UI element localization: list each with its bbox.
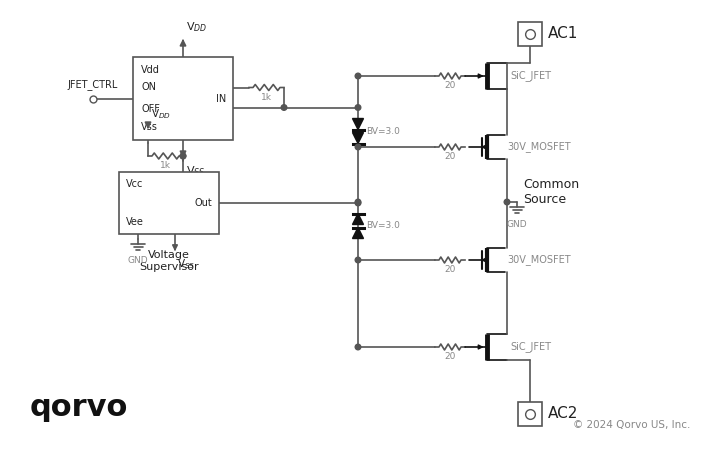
Text: GND: GND bbox=[507, 220, 527, 229]
Polygon shape bbox=[353, 132, 364, 144]
Polygon shape bbox=[353, 213, 364, 225]
Circle shape bbox=[355, 200, 361, 206]
Text: 1k: 1k bbox=[261, 93, 272, 102]
Text: © 2024 Qorvo US, Inc.: © 2024 Qorvo US, Inc. bbox=[572, 420, 690, 430]
Text: OFF: OFF bbox=[141, 104, 160, 114]
Text: V$_{DD}$: V$_{DD}$ bbox=[151, 107, 171, 121]
Circle shape bbox=[355, 199, 361, 205]
Bar bbox=[518, 22, 542, 46]
Text: JFET_CTRL: JFET_CTRL bbox=[68, 79, 118, 90]
Text: Voltage
Supervisor: Voltage Supervisor bbox=[139, 250, 199, 272]
Text: Vee: Vee bbox=[126, 217, 144, 227]
Circle shape bbox=[355, 257, 361, 263]
Text: 1k: 1k bbox=[160, 161, 171, 170]
Circle shape bbox=[355, 105, 361, 110]
Bar bbox=[133, 57, 233, 140]
Circle shape bbox=[504, 199, 510, 205]
Text: 30V_MOSFET: 30V_MOSFET bbox=[507, 142, 571, 153]
Circle shape bbox=[355, 144, 361, 150]
Text: BV=3.0: BV=3.0 bbox=[366, 126, 400, 135]
Text: Vcc: Vcc bbox=[126, 179, 143, 189]
Text: GND: GND bbox=[127, 256, 148, 265]
Text: Vss: Vss bbox=[141, 122, 158, 132]
Text: IN: IN bbox=[216, 94, 226, 104]
Circle shape bbox=[355, 73, 361, 79]
Text: SiC_JFET: SiC_JFET bbox=[510, 342, 551, 352]
Text: V$_{DD}$: V$_{DD}$ bbox=[186, 20, 207, 34]
Bar bbox=[518, 402, 542, 426]
Text: Vdd: Vdd bbox=[141, 65, 160, 75]
Polygon shape bbox=[353, 118, 364, 130]
Text: 30V_MOSFET: 30V_MOSFET bbox=[507, 255, 571, 266]
Text: 20: 20 bbox=[444, 352, 456, 361]
Text: qorvo: qorvo bbox=[30, 393, 128, 422]
Text: 20: 20 bbox=[444, 152, 456, 161]
Text: AC1: AC1 bbox=[548, 27, 578, 41]
Circle shape bbox=[180, 153, 186, 159]
Polygon shape bbox=[353, 228, 364, 238]
Text: 20: 20 bbox=[444, 265, 456, 274]
Text: Out: Out bbox=[194, 198, 212, 208]
Text: ON: ON bbox=[141, 82, 156, 93]
Bar bbox=[119, 172, 219, 234]
Text: AC2: AC2 bbox=[548, 406, 578, 422]
Text: V$_{SS}$: V$_{SS}$ bbox=[177, 257, 195, 271]
Text: BV=3.0: BV=3.0 bbox=[366, 221, 400, 230]
Circle shape bbox=[180, 153, 186, 159]
Text: Common
Source: Common Source bbox=[523, 178, 579, 206]
Text: SiC_JFET: SiC_JFET bbox=[510, 71, 551, 81]
Text: 20: 20 bbox=[444, 81, 456, 90]
Circle shape bbox=[355, 344, 361, 350]
Text: V$_{SS}$: V$_{SS}$ bbox=[186, 164, 205, 178]
Circle shape bbox=[282, 105, 287, 110]
